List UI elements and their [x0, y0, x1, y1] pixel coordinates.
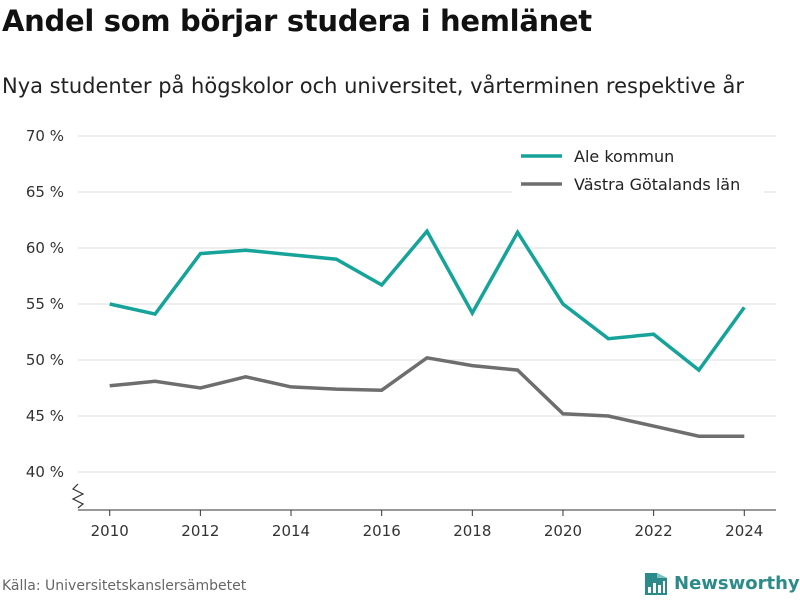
x-tick-label-2010: 2010: [91, 522, 129, 540]
brand-name: Newsworthy: [674, 572, 800, 594]
series-line-1: [109, 355, 745, 438]
x-tick-label-2022: 2022: [635, 522, 673, 540]
x-tick-label-2020: 2020: [544, 522, 582, 540]
source-note: Källa: Universitetskanslersämbetet: [2, 578, 247, 594]
chart-subtitle: Nya studenter på högskolor och universit…: [2, 74, 744, 98]
y-axis-labels: 40 % 45 % 50 % 55 % 60 % 65 % 70 %: [26, 127, 85, 509]
axis-break-icon: [71, 483, 85, 509]
y-tick-label-40: 40 %: [26, 463, 64, 481]
x-axis: 2010 2012 2014 2016 2018 2020 2022 2024: [78, 509, 776, 540]
y-tick-label-65: 65 %: [26, 183, 64, 201]
legend-label-1: Västra Götalands län: [574, 175, 740, 194]
series-line-0: [109, 228, 746, 373]
newsworthy-logo-icon: [645, 573, 667, 595]
x-tick-label-2024: 2024: [725, 522, 763, 540]
x-tick-label-2014: 2014: [272, 522, 310, 540]
x-tick-label-2012: 2012: [181, 522, 219, 540]
series-lines: [109, 228, 746, 438]
y-tick-label-45: 45 %: [26, 407, 64, 425]
y-tick-label-55: 55 %: [26, 295, 64, 313]
x-tick-label-2016: 2016: [363, 522, 401, 540]
y-tick-label-60: 60 %: [26, 239, 64, 257]
legend: Ale kommun Västra Götalands län: [512, 141, 764, 197]
y-tick-label-70: 70 %: [26, 127, 64, 145]
y-tick-label-50: 50 %: [26, 351, 64, 369]
legend-background: [512, 141, 764, 197]
brand-logo[interactable]: Newsworthy: [644, 570, 800, 596]
x-tick-label-2018: 2018: [453, 522, 491, 540]
legend-label-0: Ale kommun: [574, 147, 674, 166]
chart-title: Andel som börjar studera i hemlänet: [2, 4, 592, 38]
